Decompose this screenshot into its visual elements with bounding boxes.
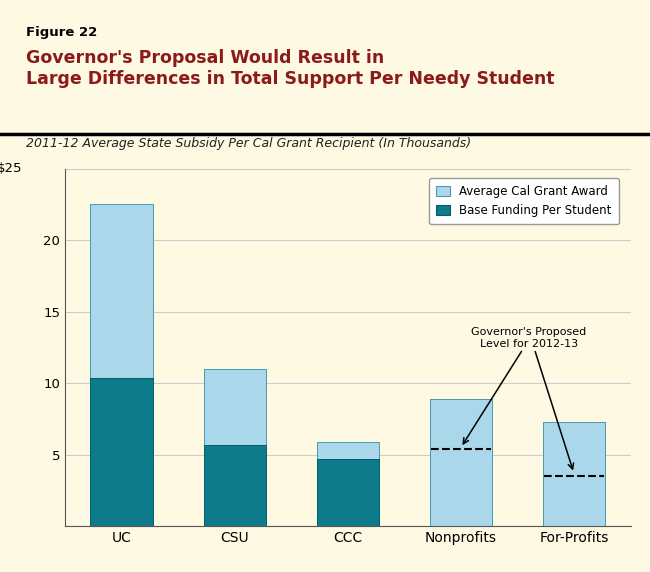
Bar — [430, 399, 492, 526]
Text: Governor's Proposal Would Result in
Large Differences in Total Support Per Needy: Governor's Proposal Would Result in Larg… — [26, 49, 554, 88]
Bar — [430, 399, 492, 526]
Bar — [90, 205, 153, 378]
Bar — [317, 459, 379, 526]
Bar — [90, 378, 153, 526]
Bar — [317, 442, 379, 459]
Bar — [543, 422, 605, 526]
Text: $25: $25 — [0, 162, 23, 175]
Text: Figure 22: Figure 22 — [26, 26, 97, 39]
Text: 2011-12 Average State Subsidy Per Cal Grant Recipient (In Thousands): 2011-12 Average State Subsidy Per Cal Gr… — [26, 137, 471, 150]
Legend: Average Cal Grant Award, Base Funding Per Student: Average Cal Grant Award, Base Funding Pe… — [429, 178, 619, 224]
Bar — [203, 445, 266, 526]
Text: Governor's Proposed
Level for 2012-13: Governor's Proposed Level for 2012-13 — [471, 327, 586, 349]
Bar — [543, 422, 605, 526]
Bar — [203, 369, 266, 445]
